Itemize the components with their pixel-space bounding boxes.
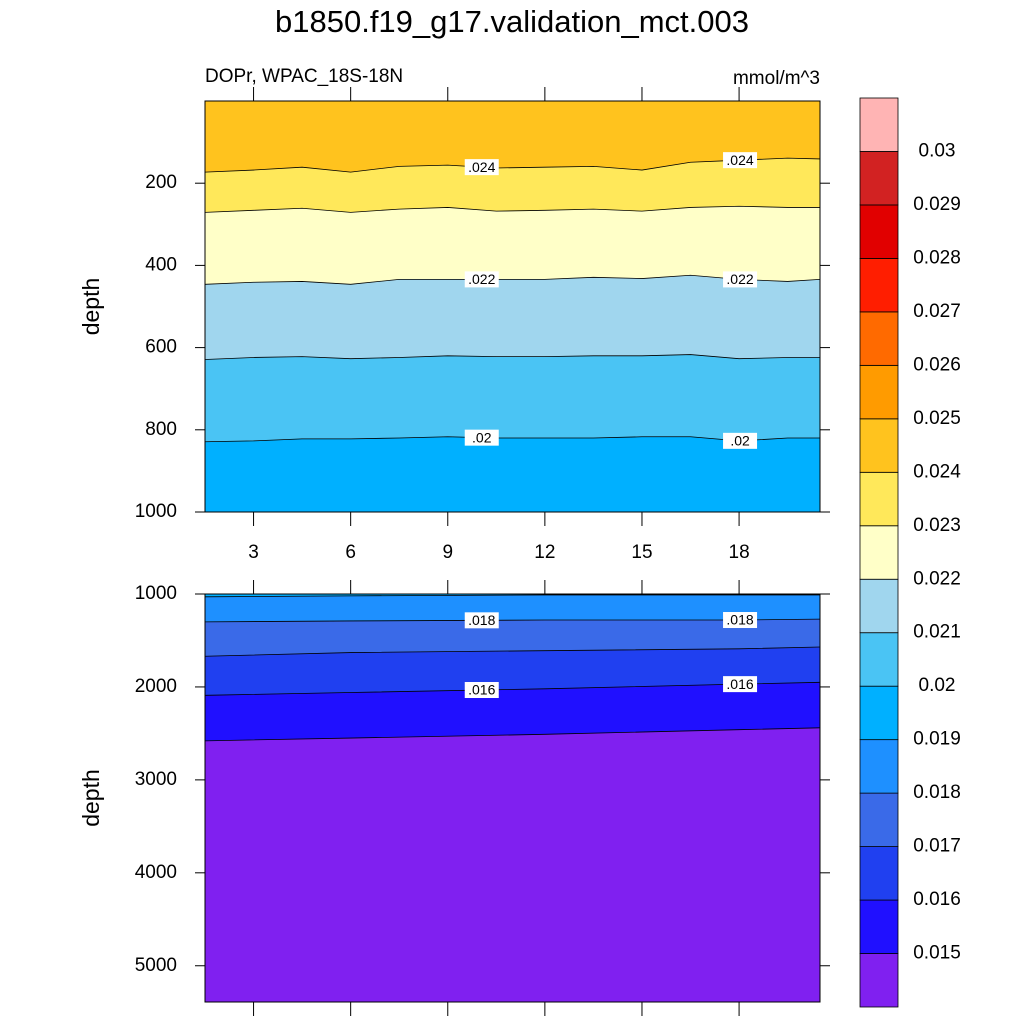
- region: [205, 101, 820, 173]
- colorbar-label: 0.017: [913, 836, 961, 857]
- contour-line: [205, 354, 820, 360]
- colorbar-label: 0.028: [913, 247, 961, 268]
- y-tick-label: 200: [145, 172, 177, 193]
- region: [205, 354, 820, 442]
- contour-label: .022: [726, 271, 753, 287]
- y-tick-label: 400: [145, 254, 177, 275]
- colorbar-box: [859, 151, 899, 206]
- colorbar-box: [859, 418, 899, 473]
- chart-title: b1850.f19_g17.validation_mct.003: [275, 4, 749, 39]
- colorbar-box: [859, 953, 899, 1008]
- units: mmol/m^3: [733, 68, 820, 89]
- colorbar-box: [859, 311, 899, 366]
- contour-label-box: [723, 271, 758, 288]
- region: [205, 682, 820, 741]
- y-tick-label: 3000: [135, 769, 177, 790]
- y-tick-label: 4000: [135, 862, 177, 883]
- plot-frame: [204, 593, 821, 1003]
- contour-label-box: [464, 612, 499, 629]
- plot-area: .024 .024 .022 .022 .02 .02: [205, 101, 820, 512]
- x-tick-label: 9: [442, 542, 453, 563]
- contour-line: [205, 594, 820, 598]
- y-tick-label: 2000: [135, 676, 177, 697]
- region: [205, 436, 820, 512]
- colorbar-box: [859, 739, 899, 794]
- y-tick-label: 800: [145, 419, 177, 440]
- plot-frame: [204, 100, 821, 513]
- contour-label: .02: [472, 429, 492, 445]
- colorbar-box: [859, 792, 899, 847]
- contour-label: .024: [468, 159, 495, 175]
- colorbar-box: [859, 685, 899, 741]
- colorbar-box: [859, 846, 899, 901]
- region: [205, 646, 820, 696]
- y-axis-label: depth: [78, 278, 104, 336]
- colorbar-label: 0.02: [919, 675, 956, 696]
- x-tick-label: 6: [345, 542, 356, 563]
- contour-label: .016: [468, 682, 495, 698]
- contour-label-box: [464, 159, 499, 176]
- subtitle: DOPr, WPAC_18S-18N: [205, 66, 403, 87]
- colorbar-label: 0.016: [913, 889, 961, 910]
- colorbar-label: 0.026: [913, 354, 961, 375]
- colorbar-label: 0.029: [913, 194, 961, 215]
- y-tick-label: 1000: [135, 583, 177, 604]
- y-axis-label: depth: [78, 769, 104, 827]
- region: [205, 275, 820, 360]
- region: [205, 594, 820, 622]
- contour-label: .018: [468, 612, 495, 628]
- colorbar-label: 0.023: [913, 515, 961, 536]
- colorbar-box: [859, 204, 899, 259]
- colorbar-box: [859, 471, 899, 527]
- colorbar-label: 0.018: [913, 782, 961, 803]
- x-tick-label: 18: [729, 542, 750, 563]
- y-tick-label: 5000: [135, 955, 177, 976]
- contour-label-box: [464, 271, 499, 288]
- contour-line: [205, 727, 820, 742]
- colorbar-box: [859, 364, 899, 420]
- contour-label: .022: [468, 271, 495, 287]
- contour-label: .02: [730, 433, 750, 449]
- contour-line: [205, 646, 820, 657]
- colorbar-box: [859, 578, 899, 634]
- colorbar-label: 0.021: [913, 622, 961, 643]
- colorbar-label: 0.015: [913, 943, 961, 964]
- colorbar-label: 0.025: [913, 408, 961, 429]
- contour-label: .024: [726, 152, 753, 168]
- x-tick-label: 15: [631, 542, 652, 563]
- contour-label-box: [723, 432, 758, 449]
- colorbar-box: [859, 258, 899, 313]
- y-tick-label: 600: [145, 337, 177, 358]
- colorbar-box: [859, 632, 899, 687]
- region: [205, 619, 820, 657]
- colorbar-label: 0.024: [913, 461, 961, 482]
- contour-line: [205, 681, 820, 696]
- contour-label-box: [464, 429, 499, 446]
- contour-label: .018: [726, 612, 753, 628]
- x-tick-label: 3: [248, 542, 259, 563]
- region: [205, 206, 820, 285]
- region: [205, 727, 820, 1002]
- colorbar-label: 0.03: [919, 140, 956, 161]
- region: [205, 158, 820, 213]
- plot-area: .018 .018 .016 .016: [205, 594, 820, 1002]
- colorbar-box: [859, 97, 899, 152]
- contour-line: [205, 205, 820, 213]
- contour-label-box: [464, 682, 499, 699]
- contour-label-box: [723, 676, 758, 693]
- colorbar-box: [859, 899, 899, 954]
- contour-label-box: [723, 612, 758, 629]
- contour-label-box: [723, 152, 758, 169]
- y-tick-label: 1000: [135, 501, 177, 522]
- x-tick-label: 12: [534, 542, 555, 563]
- colorbar-label: 0.027: [913, 301, 961, 322]
- contour-label: .016: [726, 676, 753, 692]
- colorbar-label: 0.019: [913, 729, 961, 750]
- contour-line: [205, 618, 820, 623]
- colorbar-box: [859, 525, 899, 580]
- colorbar-label: 0.022: [913, 568, 961, 589]
